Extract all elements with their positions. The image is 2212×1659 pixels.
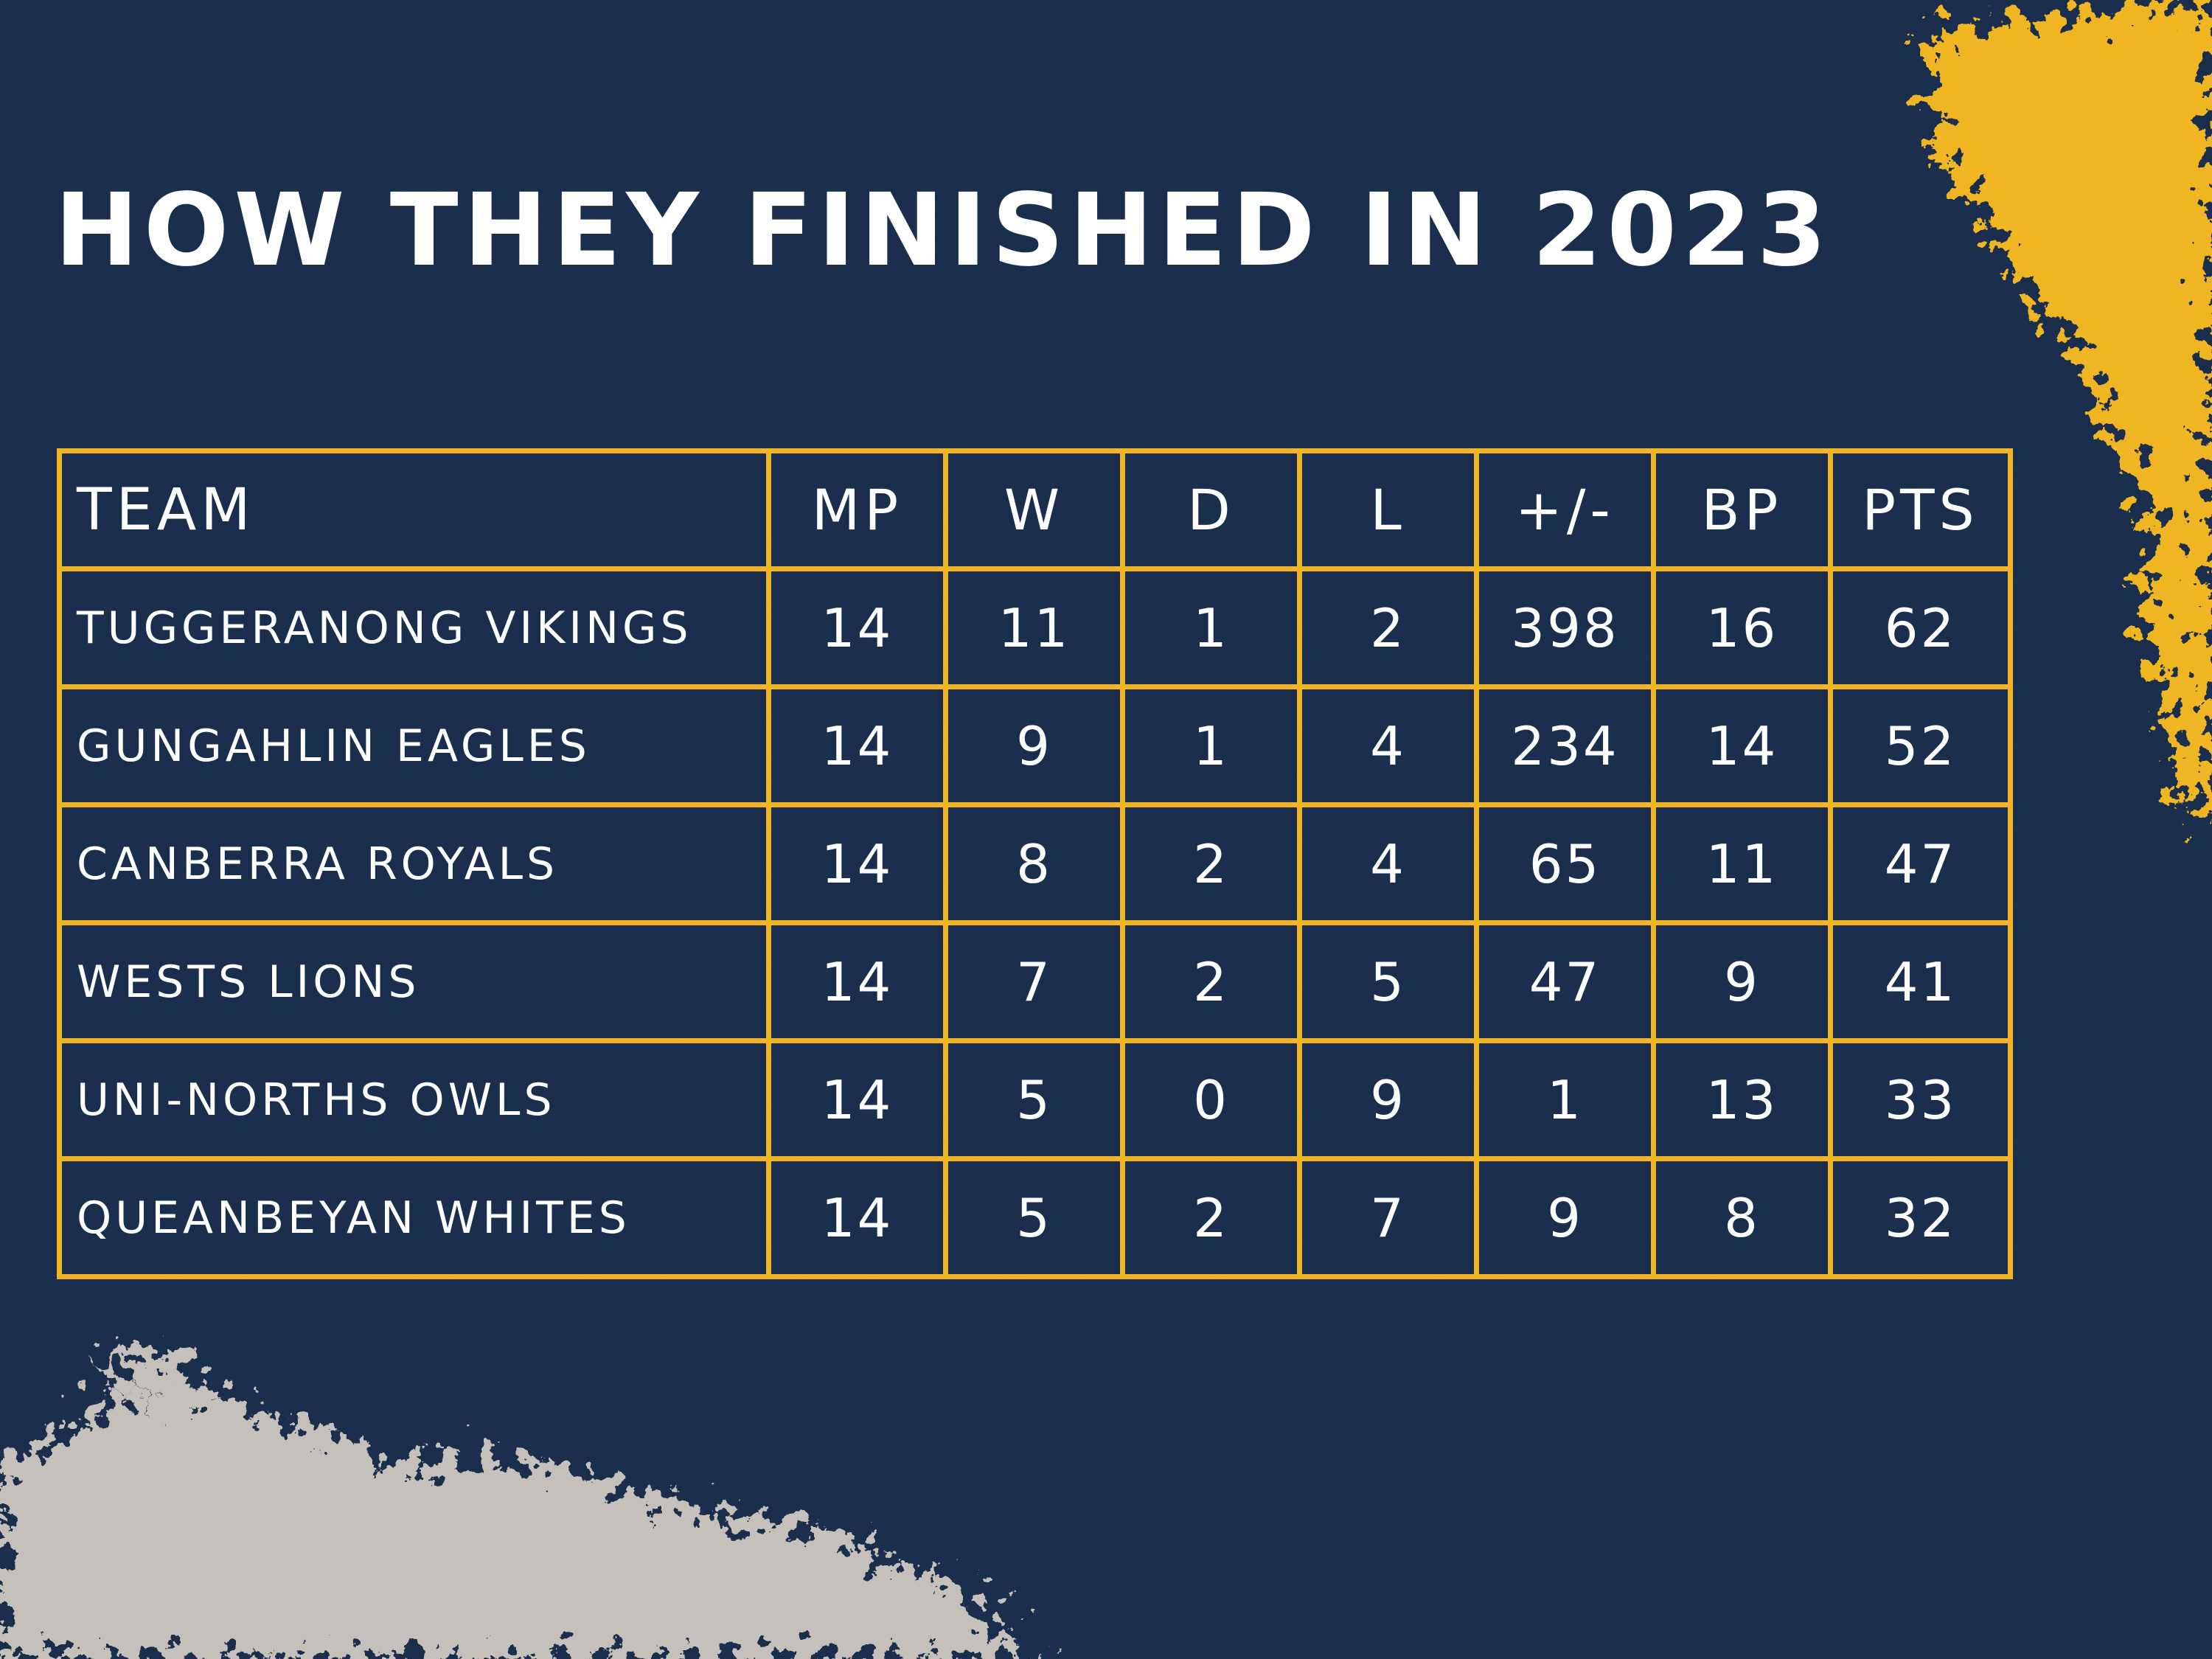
losses: 2 <box>1297 566 1479 689</box>
team-name: QUEANBEYAN WHITES <box>57 1156 771 1279</box>
points-difference: 47 <box>1474 920 1656 1043</box>
matches-played: 14 <box>766 802 948 925</box>
table-row: UNI-NORTHS OWLS 14 5 0 9 1 13 33 <box>57 1038 2013 1161</box>
matches-played: 14 <box>766 1156 948 1279</box>
column-header-w: W <box>943 448 1125 571</box>
draws: 1 <box>1120 684 1302 807</box>
total-points: 52 <box>1828 684 2013 807</box>
header-row: TEAM MP W D L +/- BP PTS <box>57 448 2013 571</box>
points-difference: 1 <box>1474 1038 1656 1161</box>
matches-played: 14 <box>766 566 948 689</box>
wins: 11 <box>943 566 1125 689</box>
losses: 4 <box>1297 802 1479 925</box>
yellow-paint-splash <box>1932 0 2212 826</box>
team-name: TUGGERANONG VIKINGS <box>57 566 771 689</box>
team-name: GUNGAHLIN EAGLES <box>57 684 771 807</box>
total-points: 62 <box>1828 566 2013 689</box>
standings-table: TEAM MP W D L +/- BP PTS TUGGERANONG VIK… <box>57 448 2013 1279</box>
draws: 0 <box>1120 1038 1302 1161</box>
points-difference: 234 <box>1474 684 1656 807</box>
wins: 5 <box>943 1038 1125 1161</box>
table-row: CANBERRA ROYALS 14 8 2 4 65 11 47 <box>57 802 2013 925</box>
bonus-points: 9 <box>1651 920 1833 1043</box>
column-header-l: L <box>1297 448 1479 571</box>
bonus-points: 14 <box>1651 684 1833 807</box>
points-difference: 9 <box>1474 1156 1656 1279</box>
total-points: 32 <box>1828 1156 2013 1279</box>
column-header-bp: BP <box>1651 448 1833 571</box>
bonus-points: 11 <box>1651 802 1833 925</box>
table-row: GUNGAHLIN EAGLES 14 9 1 4 234 14 52 <box>57 684 2013 807</box>
total-points: 41 <box>1828 920 2013 1043</box>
wins: 5 <box>943 1156 1125 1279</box>
total-points: 33 <box>1828 1038 2013 1161</box>
draws: 1 <box>1120 566 1302 689</box>
draws: 2 <box>1120 920 1302 1043</box>
losses: 7 <box>1297 1156 1479 1279</box>
matches-played: 14 <box>766 1038 948 1161</box>
column-header-pts: PTS <box>1828 448 2013 571</box>
team-name: WESTS LIONS <box>57 920 771 1043</box>
grey-paint-splash <box>0 1349 1032 1659</box>
team-name: CANBERRA ROYALS <box>57 802 771 925</box>
losses: 5 <box>1297 920 1479 1043</box>
wins: 9 <box>943 684 1125 807</box>
draws: 2 <box>1120 802 1302 925</box>
matches-played: 14 <box>766 684 948 807</box>
points-difference: 65 <box>1474 802 1656 925</box>
points-difference: 398 <box>1474 566 1656 689</box>
column-header-d: D <box>1120 448 1302 571</box>
draws: 2 <box>1120 1156 1302 1279</box>
standings-table-container: TEAM MP W D L +/- BP PTS TUGGERANONG VIK… <box>57 448 2013 1279</box>
wins: 7 <box>943 920 1125 1043</box>
losses: 4 <box>1297 684 1479 807</box>
table-row: WESTS LIONS 14 7 2 5 47 9 41 <box>57 920 2013 1043</box>
table-row: QUEANBEYAN WHITES 14 5 2 7 9 8 32 <box>57 1156 2013 1279</box>
team-name: UNI-NORTHS OWLS <box>57 1038 771 1161</box>
bonus-points: 8 <box>1651 1156 1833 1279</box>
column-header-mp: MP <box>766 448 948 571</box>
bonus-points: 16 <box>1651 566 1833 689</box>
page-title: HOW THEY FINISHED IN 2023 <box>55 173 1832 289</box>
total-points: 47 <box>1828 802 2013 925</box>
matches-played: 14 <box>766 920 948 1043</box>
column-header-team: TEAM <box>57 448 771 571</box>
wins: 8 <box>943 802 1125 925</box>
column-header-diff: +/- <box>1474 448 1656 571</box>
losses: 9 <box>1297 1038 1479 1161</box>
bonus-points: 13 <box>1651 1038 1833 1161</box>
table-row: TUGGERANONG VIKINGS 14 11 1 2 398 16 62 <box>57 566 2013 689</box>
